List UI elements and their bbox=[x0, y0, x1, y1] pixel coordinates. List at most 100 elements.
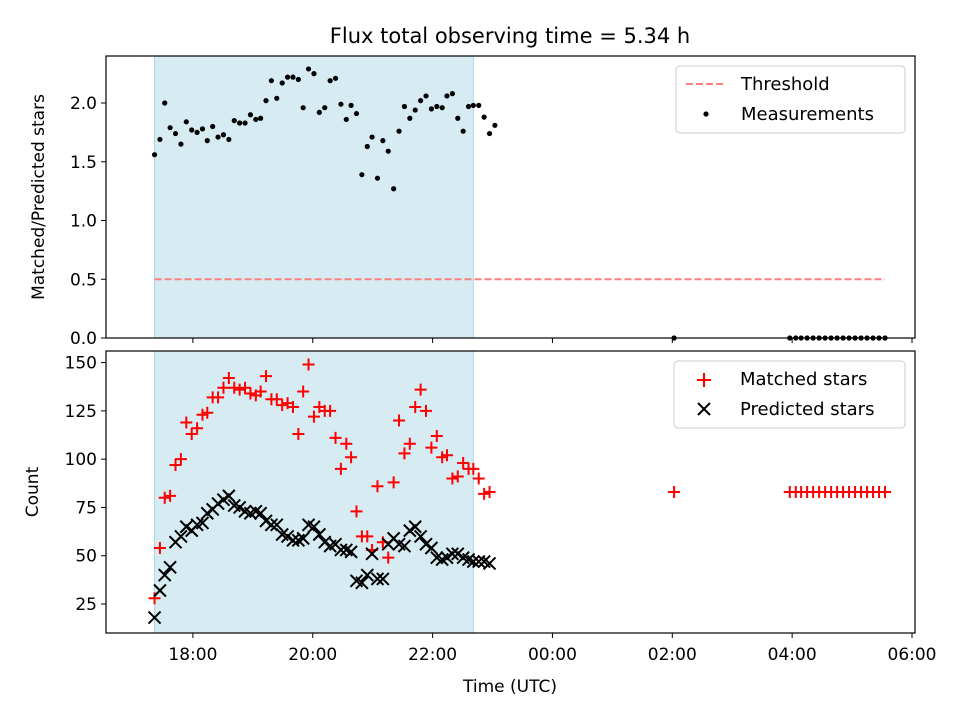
bottom-axes-frame bbox=[105, 350, 916, 634]
measurements-point bbox=[253, 116, 259, 123]
matched-stars-marker bbox=[340, 437, 353, 450]
x-tick-label: 06:00 bbox=[888, 645, 937, 665]
predicted-stars-marker bbox=[376, 572, 390, 586]
measurements-point bbox=[226, 136, 232, 143]
matched-stars-marker bbox=[174, 453, 187, 466]
matched-stars-marker bbox=[244, 387, 257, 400]
measurements-point bbox=[332, 75, 339, 81]
predicted-stars-marker bbox=[286, 533, 300, 547]
measurements-point bbox=[178, 141, 184, 147]
measurements-point bbox=[151, 152, 158, 158]
matched-stars-marker bbox=[164, 489, 177, 502]
measurements-point bbox=[204, 138, 210, 144]
matched-stars-marker bbox=[425, 441, 438, 454]
predicted-stars-marker bbox=[153, 583, 167, 598]
matched-stars-marker bbox=[292, 428, 305, 441]
measurements-point bbox=[492, 122, 498, 128]
measurements-point bbox=[327, 78, 333, 84]
matched-stars-marker bbox=[201, 406, 214, 419]
predicted-stars-marker bbox=[360, 568, 374, 582]
measurements-point bbox=[199, 126, 206, 132]
predicted-stars-marker bbox=[482, 556, 497, 571]
predicted-stars-marker bbox=[370, 572, 385, 586]
matched-stars-marker bbox=[169, 458, 182, 471]
predicted-stars-marker bbox=[472, 554, 486, 569]
matched-stars-marker bbox=[457, 457, 470, 470]
predicted-stars-marker bbox=[344, 545, 358, 559]
measurements-point bbox=[470, 102, 476, 108]
measurements-point bbox=[444, 93, 450, 99]
measurements-point bbox=[348, 102, 354, 108]
top-legend-box bbox=[675, 65, 906, 134]
matched-stars-marker bbox=[270, 393, 283, 406]
measurements-point bbox=[274, 95, 280, 101]
measurements-point bbox=[455, 115, 461, 121]
top-panel: 0.00.51.01.52.0 Matched/Predicted stars … bbox=[29, 55, 916, 349]
matched-stars-marker bbox=[472, 472, 485, 485]
x-axis-label: Time (UTC) bbox=[462, 677, 557, 697]
predicted-stars-marker bbox=[158, 568, 172, 582]
matched-stars-marker bbox=[307, 410, 320, 423]
matched-stars-marker bbox=[393, 414, 406, 427]
matched-stars-marker bbox=[409, 401, 422, 414]
top-y-axis-label: Matched/Predicted stars bbox=[29, 94, 49, 300]
bottom-legend: Matched stars Predicted stars bbox=[673, 360, 906, 429]
matched-stars-marker bbox=[334, 462, 347, 475]
predicted-stars-marker bbox=[408, 520, 422, 534]
top-y-tick-label: 2.0 bbox=[70, 94, 97, 114]
bottom-axes: 25 50 75 100 125 150 18:00 20:00 22:00 00:00 02:00… bbox=[65, 350, 937, 665]
top-axes-frame bbox=[105, 55, 916, 339]
predicted-stars-marker bbox=[365, 547, 379, 561]
bottom-plot-area bbox=[147, 350, 892, 634]
matched-stars-marker bbox=[467, 462, 480, 475]
top-legend: Threshold Measurements bbox=[675, 65, 906, 134]
predicted-legend-marker bbox=[697, 402, 711, 416]
matched-legend-label: Matched stars bbox=[740, 369, 867, 390]
bottom-observing-window-shade bbox=[154, 350, 474, 634]
measurements-point bbox=[428, 106, 434, 112]
x-tick-label: 18:00 bbox=[168, 645, 217, 665]
measurements-point bbox=[295, 76, 301, 83]
measurements-point bbox=[305, 66, 312, 72]
measurements-point bbox=[434, 103, 440, 110]
x-tick-label: 02:00 bbox=[648, 645, 697, 665]
top-y-tick-label: 0.5 bbox=[70, 270, 97, 290]
matched-stars-marker bbox=[879, 486, 892, 498]
measurements-point bbox=[237, 120, 243, 126]
predicted-stars-marker bbox=[355, 576, 369, 590]
matched-stars-marker bbox=[420, 404, 433, 417]
predicted-legend-label: Predicted stars bbox=[740, 399, 874, 420]
measurements-point bbox=[407, 115, 413, 121]
measurements-point bbox=[189, 127, 195, 133]
matched-legend-marker bbox=[697, 373, 711, 387]
matched-stars-marker bbox=[228, 381, 241, 394]
bottom-y-tick-label: 75 bbox=[75, 498, 97, 518]
measurements-point bbox=[385, 148, 391, 154]
matched-stars-marker bbox=[403, 437, 416, 450]
matched-stars-marker bbox=[286, 401, 299, 414]
bottom-y-tick-label: 125 bbox=[65, 402, 97, 422]
measurements-point bbox=[263, 98, 269, 104]
measurements-point bbox=[322, 105, 328, 111]
predicted-stars-marker bbox=[307, 520, 321, 534]
chart-title: Flux total observing time = 5.34 h bbox=[330, 24, 690, 48]
matched-stars-marker bbox=[254, 385, 267, 398]
predicted-stars-marker bbox=[296, 531, 310, 546]
predicted-stars-marker bbox=[174, 529, 188, 544]
top-axes: 0.0 0.5 1.0 1.5 2.0 bbox=[70, 55, 916, 349]
measurements-point bbox=[279, 80, 285, 86]
predicted-stars-marker bbox=[334, 543, 348, 557]
measurements-point bbox=[380, 138, 386, 144]
measurements-point bbox=[460, 128, 466, 134]
bottom-legend-box bbox=[673, 360, 906, 429]
predicted-stars-marker bbox=[163, 560, 177, 575]
measurements-point bbox=[465, 103, 472, 110]
measurements-point bbox=[412, 107, 418, 113]
measurements-point bbox=[476, 102, 482, 108]
bottom-y-tick-label: 25 bbox=[75, 595, 97, 615]
x-tick-label: 00:00 bbox=[528, 645, 577, 665]
predicted-stars-marker bbox=[195, 516, 210, 530]
matched-stars-marker bbox=[297, 385, 310, 398]
top-plot-area bbox=[151, 55, 888, 341]
matched-stars-marker bbox=[668, 486, 681, 498]
